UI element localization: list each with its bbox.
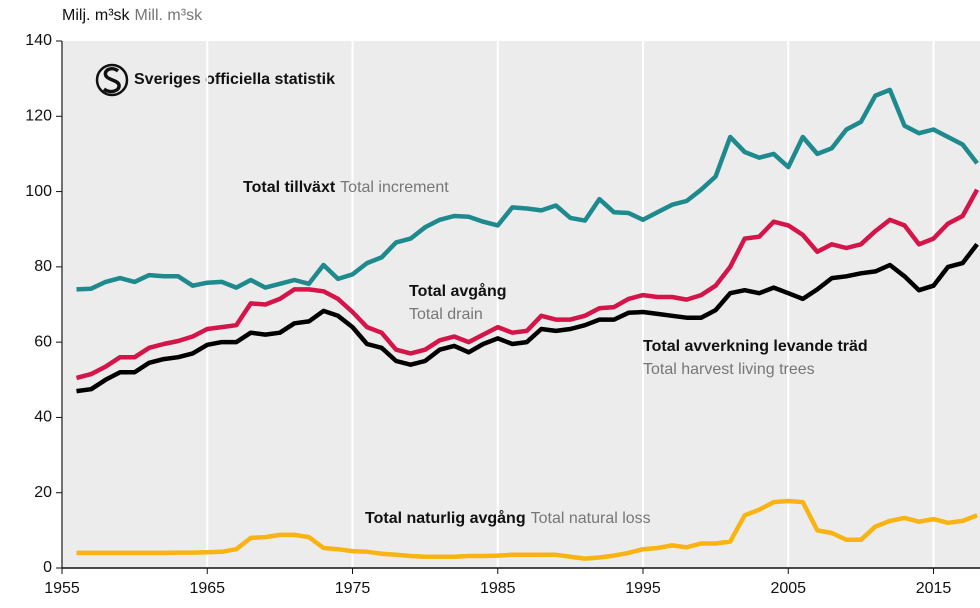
series-line	[76, 498, 978, 561]
y-tick-label: 120	[25, 108, 52, 125]
x-tick-label: 2015	[916, 580, 952, 597]
series-label-en: Total natural loss	[531, 510, 651, 527]
unit-label: Milj. m³sk	[62, 7, 131, 24]
series-line	[76, 242, 979, 394]
x-tick-label: 1955	[44, 580, 80, 597]
series-line	[76, 87, 979, 292]
series-label: Total avverkning levande träd	[643, 338, 868, 355]
series-line	[75, 188, 980, 381]
y-tick-label: 40	[34, 409, 52, 426]
y-tick-label: 100	[25, 183, 52, 200]
x-tick-label: 1985	[480, 580, 516, 597]
x-tick-label: 2005	[770, 580, 806, 597]
x-tick-label: 1995	[625, 580, 661, 597]
y-tick-label: 140	[25, 32, 52, 49]
y-tick-label: 0	[43, 559, 52, 576]
series-label: Total naturlig avgång	[365, 509, 526, 527]
series-label-en: Total drain	[409, 306, 483, 323]
x-tick-label: 1975	[335, 580, 371, 597]
series-label: Total tillväxt	[243, 179, 336, 196]
series-label: Total avgång	[409, 282, 507, 300]
y-tick-label: 80	[34, 258, 52, 275]
plot-background	[63, 41, 980, 568]
logo-text: Sveriges officiella statistik	[134, 71, 335, 88]
y-tick-label: 60	[34, 333, 52, 350]
series-label-en: Total harvest living trees	[643, 361, 815, 378]
y-tick-label: 20	[34, 484, 52, 501]
logo-icon	[95, 63, 129, 97]
unit-label-en: Mill. m³sk	[135, 7, 204, 24]
x-tick-label: 1965	[189, 580, 225, 597]
series-label-en: Total increment	[340, 179, 449, 196]
